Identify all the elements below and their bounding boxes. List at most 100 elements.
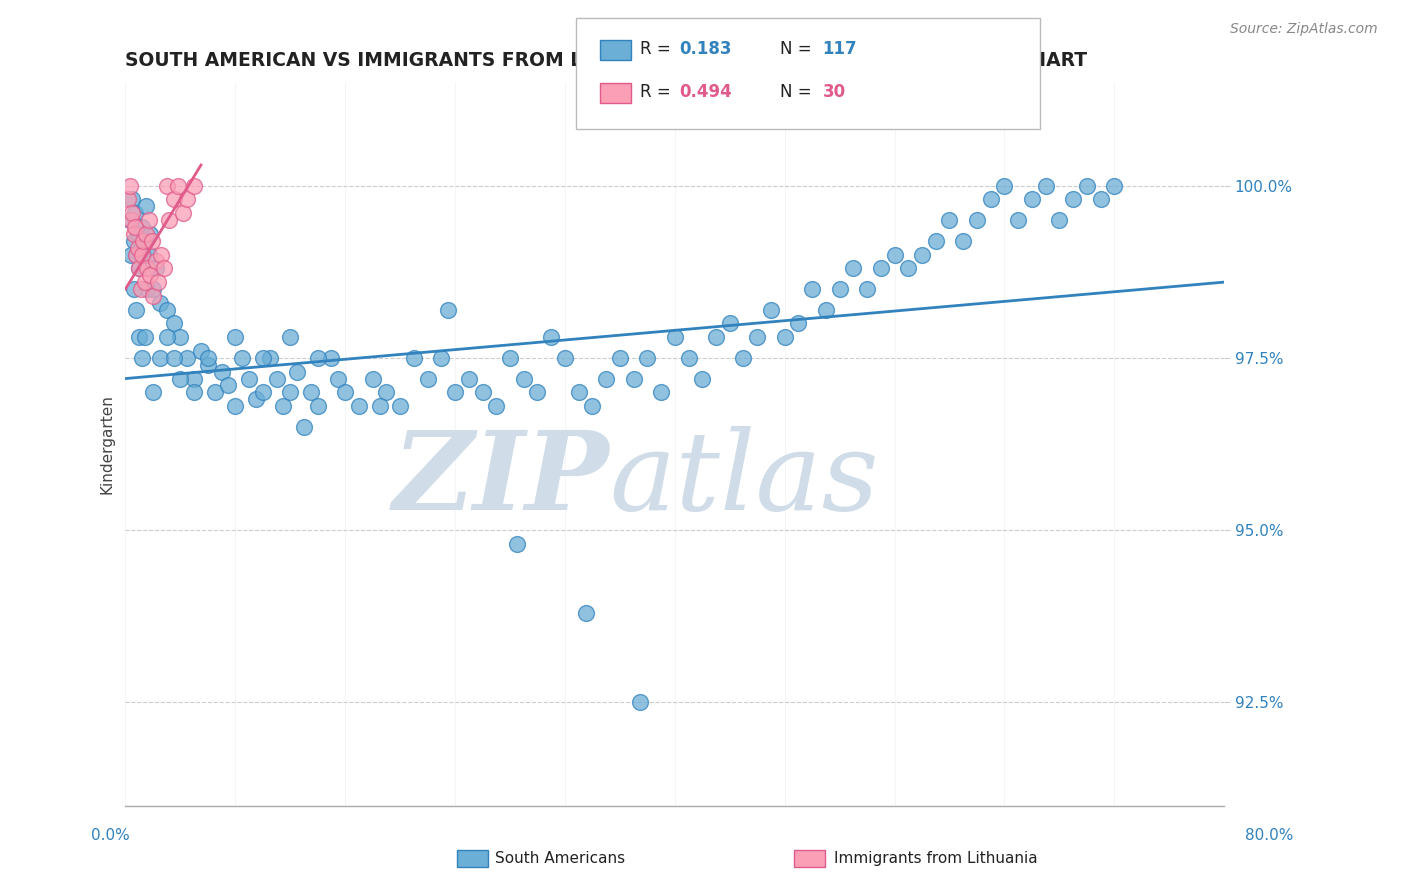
Point [678,351,700,365]
Text: SOUTH AMERICAN VS IMMIGRANTS FROM LITHUANIA KINDERGARTEN CORRELATION CHART: SOUTH AMERICAN VS IMMIGRANTS FROM LITHUA… [125,51,1088,70]
Point [157,213,180,227]
Point [142,289,165,303]
Point [139,227,162,241]
Point [609,351,631,365]
Point [430,351,453,365]
Point [911,247,934,261]
Point [127,227,149,241]
Point [1062,193,1084,207]
Point [156,302,179,317]
Point [176,193,198,207]
Point [285,365,308,379]
Point [131,351,153,365]
Point [787,317,810,331]
Point [278,330,301,344]
Point [139,268,162,283]
Point [1076,178,1098,193]
Point [150,247,173,261]
Point [129,282,152,296]
Point [938,213,960,227]
Point [856,282,879,296]
Point [664,330,686,344]
Text: 0.494: 0.494 [679,83,733,101]
Point [156,178,179,193]
Point [172,206,194,220]
Point [145,254,167,268]
Point [292,419,315,434]
Point [416,371,439,385]
Point [136,282,159,296]
Point [801,282,824,296]
Point [402,351,425,365]
Point [127,241,149,255]
Point [176,351,198,365]
Point [842,261,865,276]
Point [128,261,150,276]
Text: South Americans: South Americans [495,852,626,866]
Point [554,351,576,365]
Point [252,385,274,400]
Point [122,227,145,241]
Point [125,302,148,317]
Point [124,219,146,234]
Point [718,317,741,331]
Point [169,330,191,344]
Point [121,193,143,207]
Point [128,330,150,344]
Point [183,178,205,193]
Point [120,213,142,227]
Point [650,385,672,400]
Text: R =: R = [640,83,676,101]
Point [138,247,160,261]
Point [581,399,603,413]
Point [485,399,508,413]
Point [773,330,796,344]
Point [141,234,163,248]
Point [135,199,157,213]
Point [897,261,920,276]
Text: R =: R = [640,40,676,58]
Point [828,282,851,296]
Point [183,371,205,385]
Point [128,261,150,276]
Y-axis label: Kindergarten: Kindergarten [100,394,114,494]
Point [471,385,494,400]
Point [368,399,391,413]
Text: 80.0%: 80.0% [1246,828,1294,843]
Point [124,206,146,220]
Text: 0.0%: 0.0% [91,828,131,843]
Point [883,247,905,261]
Point [952,234,974,248]
Point [506,537,529,551]
Point [131,219,153,234]
Point [183,385,205,400]
Point [704,330,727,344]
Point [162,193,184,207]
Point [690,371,713,385]
Point [162,317,184,331]
Point [204,385,226,400]
Point [211,365,233,379]
Point [217,378,239,392]
Point [375,385,398,400]
Point [190,343,212,358]
Point [307,399,329,413]
Point [245,392,267,407]
Point [540,330,562,344]
Point [389,399,412,413]
Point [595,371,617,385]
Point [142,385,165,400]
Point [266,371,288,385]
Point [361,371,384,385]
Point [142,282,165,296]
Point [117,193,139,207]
Point [149,295,172,310]
Point [252,351,274,365]
Point [131,247,153,261]
Point [328,371,350,385]
Point [437,302,460,317]
Point [197,358,219,372]
Point [869,261,891,276]
Point [526,385,548,400]
Point [125,247,148,261]
